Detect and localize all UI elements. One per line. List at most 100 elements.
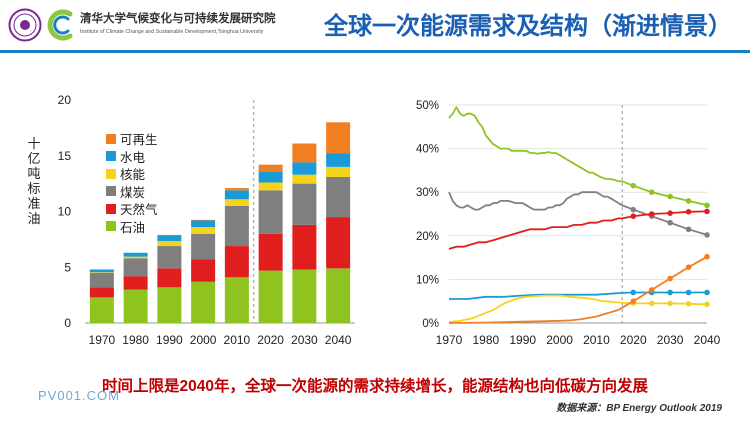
bar-segment	[258, 270, 283, 323]
bar-y-tick-label: 10	[58, 205, 72, 219]
bar-x-tick-label: 2000	[190, 333, 217, 347]
series-point	[704, 232, 710, 238]
bar-segment	[89, 269, 114, 273]
bar-segment	[326, 268, 351, 323]
bar-segment	[258, 164, 283, 172]
series-line	[448, 191, 708, 236]
bar-y-tick-label: 0	[64, 316, 71, 330]
bar-x-tick-label: 1990	[156, 333, 183, 347]
line-x-tick-label: 1990	[509, 333, 536, 347]
line-y-tick-label: 50%	[416, 100, 439, 112]
series-point	[667, 275, 673, 282]
series-point	[685, 209, 692, 215]
series-line	[448, 106, 708, 207]
series-point	[685, 289, 692, 296]
legend-swatch	[106, 203, 116, 214]
bar-segment	[258, 233, 283, 271]
header: 清华大学气候变化与可持续发展研究院 Institute of Climate C…	[0, 0, 750, 50]
series-point	[648, 211, 655, 217]
series-point	[704, 301, 710, 308]
watermark: PV001.COM	[38, 388, 120, 403]
bar-segment	[326, 122, 351, 154]
bar-segment	[123, 276, 148, 290]
bar-segment	[224, 277, 249, 323]
bar-x-tick-label: 2040	[325, 333, 352, 347]
legend-item: 煤炭	[106, 183, 158, 201]
bar-segment	[157, 234, 182, 236]
bar-segment	[157, 235, 182, 242]
bar-segment	[123, 289, 148, 323]
bar-segment	[292, 269, 317, 323]
series-line	[448, 255, 708, 324]
legend-item: 可再生	[106, 130, 158, 148]
line-x-tick-label: 2020	[620, 333, 647, 347]
bar-x-tick-label: 1970	[89, 333, 116, 347]
legend-swatch	[106, 186, 116, 197]
bar-segment	[292, 183, 317, 225]
series-point	[685, 264, 692, 270]
bar-segment	[224, 246, 249, 278]
bar-segment	[191, 259, 216, 282]
bar-segment	[258, 171, 283, 183]
bar-segment	[258, 182, 283, 191]
series-point	[667, 219, 673, 226]
bar-segment	[326, 217, 351, 269]
legend-item: 核能	[106, 165, 158, 183]
bar-segment	[89, 287, 114, 298]
line-x-tick-label: 2040	[694, 333, 721, 347]
legend-label: 天然气	[120, 203, 158, 218]
line-x-tick-label: 1970	[436, 333, 463, 347]
line-y-tick-label: 10%	[416, 274, 439, 286]
series-point	[704, 202, 710, 209]
slide-title: 全球一次能源需求及结构（渐进情景）	[324, 13, 732, 40]
legend-label: 水电	[120, 150, 146, 165]
bar-segment	[326, 176, 351, 218]
series-point	[630, 298, 637, 304]
series-point	[648, 189, 655, 195]
series-point	[704, 253, 710, 260]
header-divider	[0, 50, 750, 53]
series-point	[667, 289, 673, 296]
legend-item: 天然气	[106, 200, 158, 218]
series-point	[685, 226, 692, 233]
bar-segment	[157, 268, 182, 288]
line-y-tick-label: 40%	[416, 144, 439, 156]
series-line	[448, 294, 708, 323]
bar-segment	[157, 287, 182, 323]
stacked-bar-chart: 0 5 10 15 20 1970 1980 1990 2000 2010 2020 2030 2040	[58, 93, 355, 347]
bar-segment	[191, 227, 216, 234]
institute-logo-icon	[47, 9, 73, 41]
bar-x-tick-label: 2030	[291, 333, 318, 347]
legend-item: 水电	[106, 148, 158, 166]
bar-segment	[224, 188, 249, 191]
line-y-tick-label: 20%	[416, 231, 439, 243]
bar-segment	[89, 272, 114, 273]
legend-label: 可再生	[120, 133, 158, 148]
series-point	[630, 206, 637, 213]
line-x-tick-label: 2000	[546, 333, 573, 347]
conclusion-text: 时间上限是2040年，全球一次能源的需求持续增长，能源结构也向低碳方向发展	[102, 378, 648, 395]
legend-item: 石油	[106, 218, 158, 236]
bar-x-tick-label: 1980	[122, 333, 149, 347]
bar-segment	[326, 166, 351, 177]
bar-segment	[191, 220, 216, 228]
series-point	[630, 289, 637, 296]
legend-swatch	[106, 221, 116, 232]
legend-label: 石油	[120, 220, 146, 235]
bar-segment	[123, 258, 148, 277]
series-point	[648, 300, 655, 307]
bar-segment	[123, 252, 148, 257]
bar-segment	[89, 297, 114, 323]
line-x-tick-label: 2010	[583, 333, 610, 347]
series-point	[704, 208, 710, 215]
legend-label: 核能	[120, 168, 146, 183]
bar-y-tick-label: 15	[58, 149, 72, 163]
tsinghua-seal-icon	[8, 8, 42, 42]
bar-segment	[89, 272, 114, 288]
series-point	[630, 213, 637, 219]
data-source: 数据来源：BP Energy Outlook 2019	[556, 403, 722, 414]
bar-segment	[224, 199, 249, 206]
bar-segment	[292, 174, 317, 184]
line-x-tick-label: 2030	[657, 333, 684, 347]
bar-y-tick-label: 20	[58, 93, 72, 107]
